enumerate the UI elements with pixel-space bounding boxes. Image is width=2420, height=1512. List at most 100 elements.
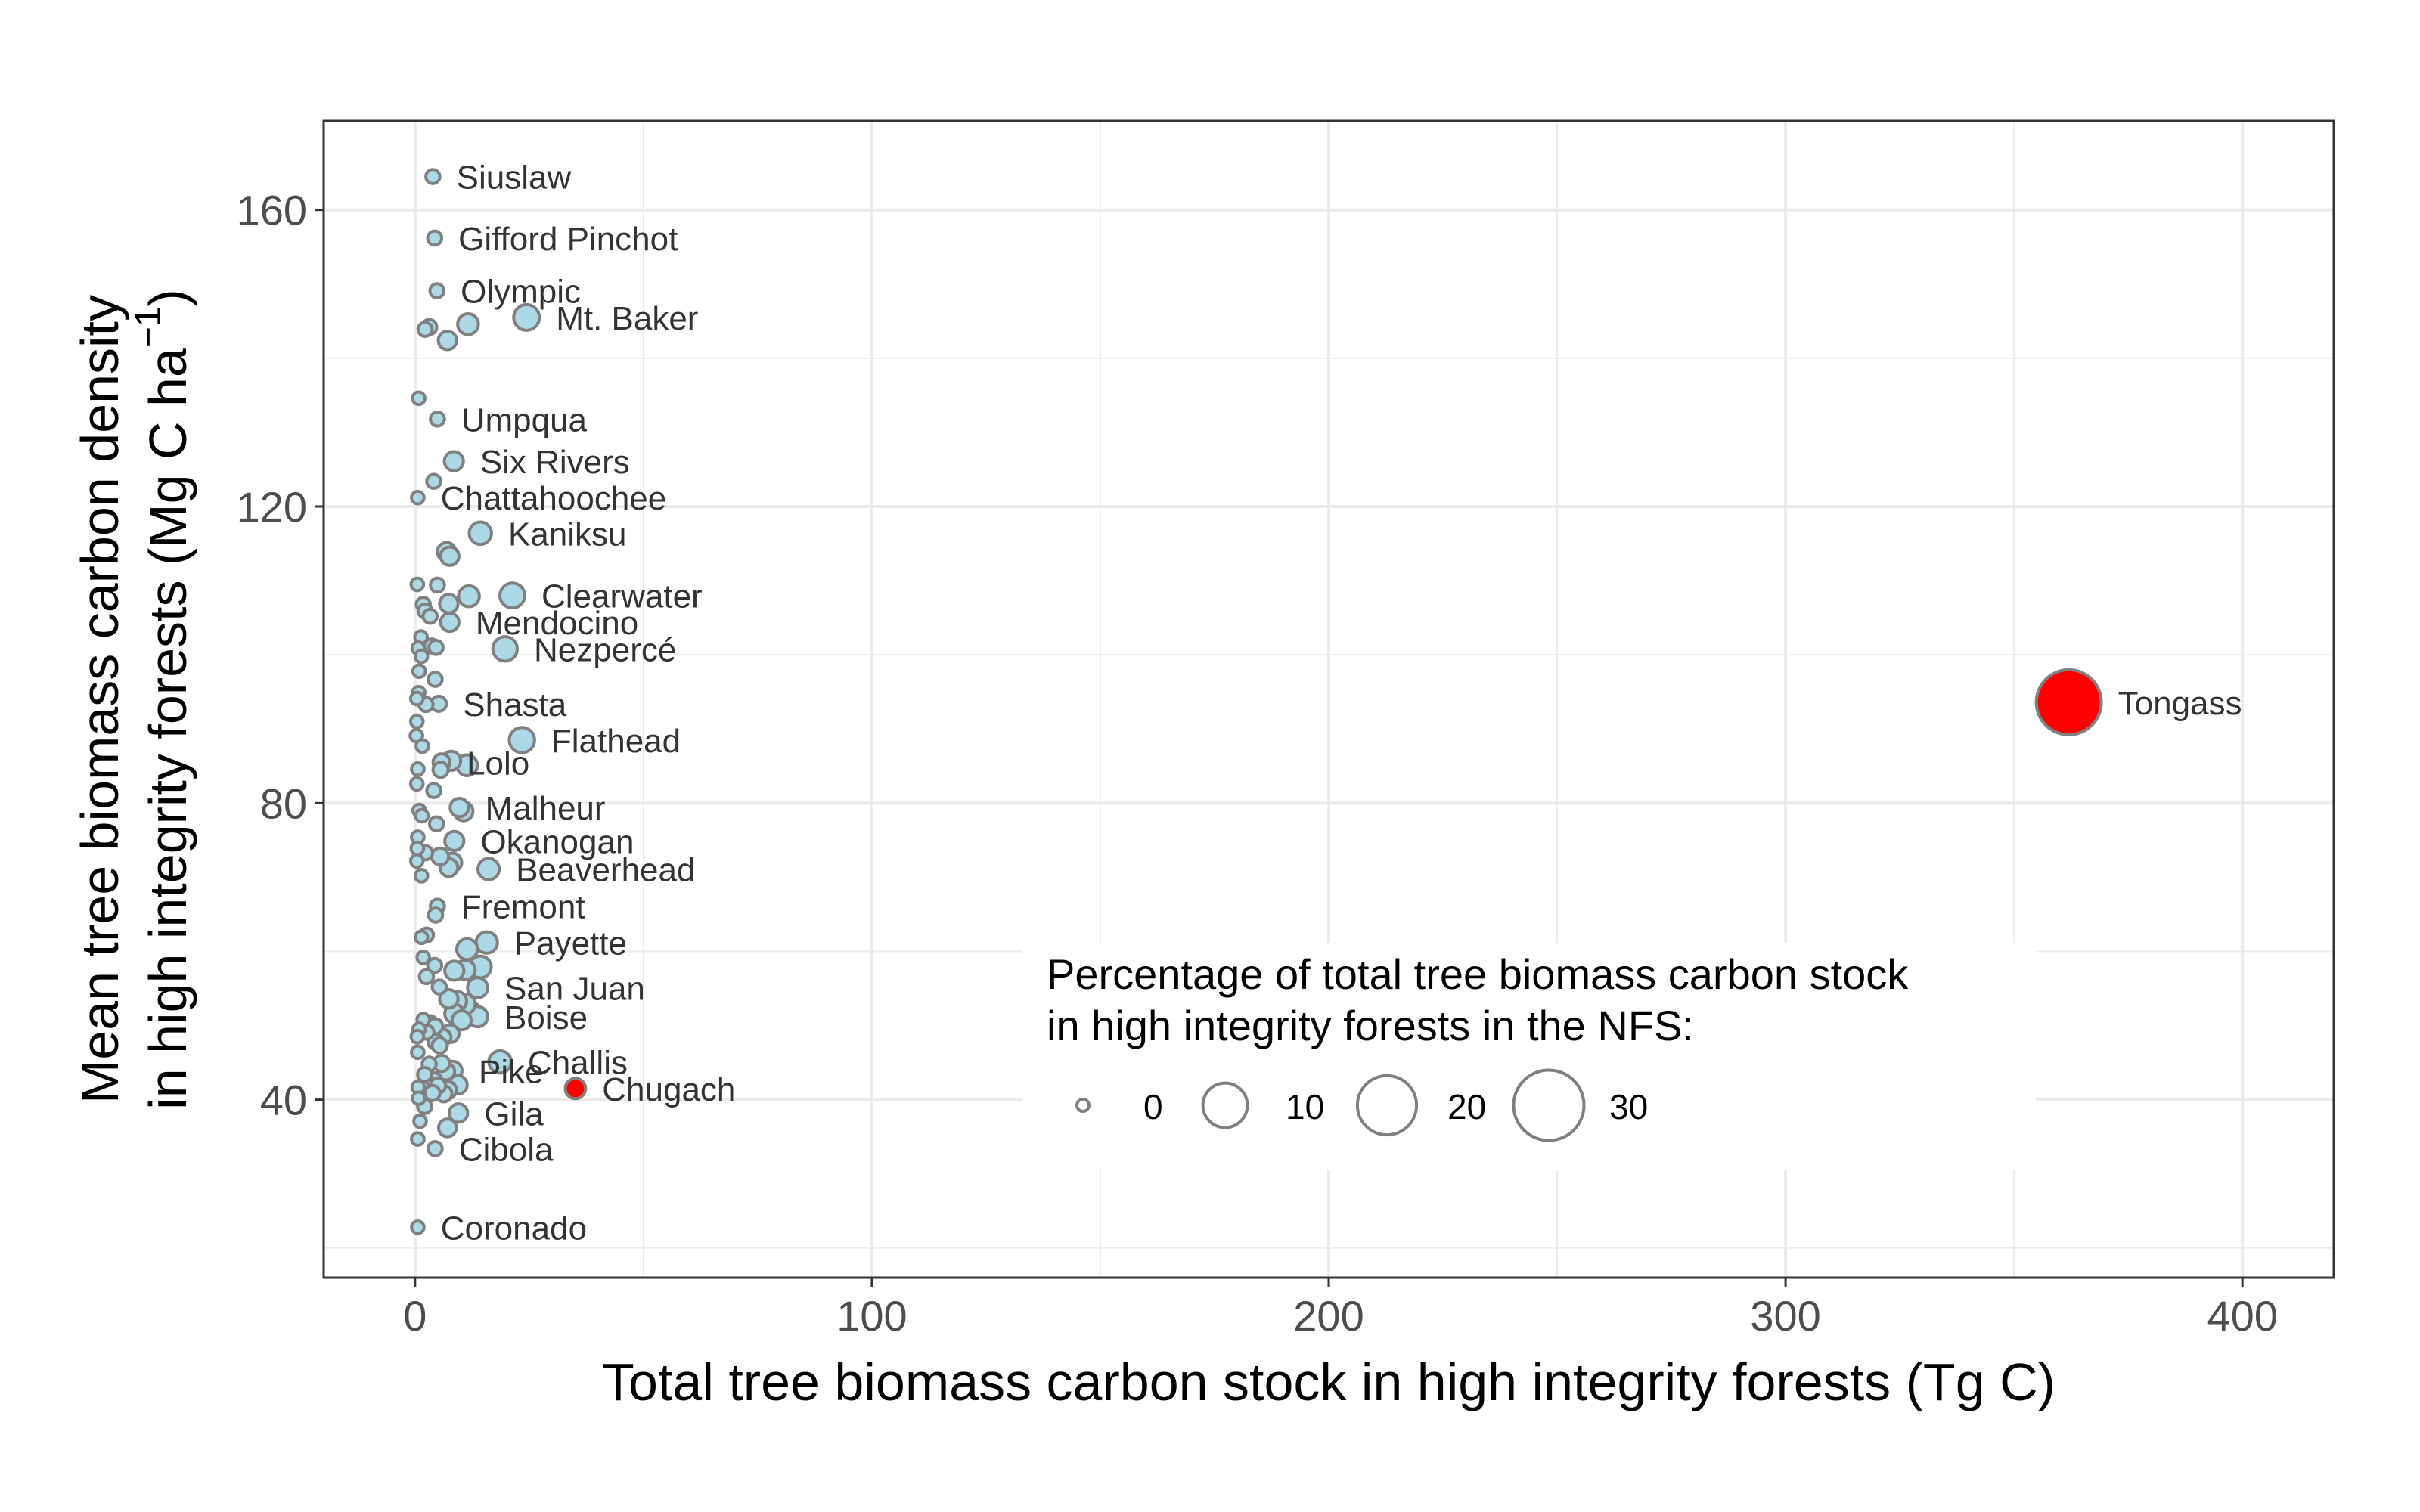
point-label-tongass: Tongass: [2118, 685, 2242, 722]
data-points: [408, 168, 2103, 1235]
point-label-chugach: Chugach: [602, 1071, 735, 1108]
data-point: [413, 648, 430, 665]
legend-key-20: [1355, 1074, 1419, 1137]
y-tick-label: 40: [260, 1077, 307, 1124]
point-flathead: [507, 726, 536, 754]
data-point: [443, 959, 466, 982]
point-label-flathead: Flathead: [551, 723, 681, 760]
data-point: [436, 330, 458, 352]
point-label-clearwater: Clearwater: [541, 578, 703, 615]
data-point: [413, 929, 430, 946]
point-coronado: [410, 1219, 426, 1235]
data-point: [430, 846, 451, 867]
point-challis: [487, 1049, 513, 1075]
data-point: [436, 1117, 458, 1139]
point-mendocino: [439, 611, 461, 634]
x-tick-label: 0: [403, 1292, 427, 1340]
data-point: [408, 690, 425, 707]
data-point: [427, 639, 445, 656]
point-malheur: [448, 797, 470, 819]
point-mt-baker: [512, 302, 541, 332]
data-point: [430, 978, 448, 996]
point-payette: [474, 930, 499, 955]
y-axis-title-line2: in high integrity forests (Mg C ha−1): [129, 289, 197, 1110]
point-beaverhead: [476, 857, 501, 881]
x-axis-ticks: 0 100 200 300 400: [403, 1278, 2278, 1340]
point-chattahoochee: [410, 489, 426, 506]
point-umpqua: [429, 410, 446, 428]
y-axis-ticks: 40 80 120 160: [237, 187, 324, 1124]
data-point: [450, 1009, 473, 1032]
point-label-siuslaw: Siuslaw: [457, 160, 572, 197]
legend-background: [1022, 943, 2036, 1170]
point-cibola: [427, 1140, 444, 1157]
data-point: [409, 576, 426, 593]
data-point: [411, 390, 427, 407]
size-legend: Percentage of total tree biomass carbon …: [1022, 943, 2036, 1170]
y-axis-title-superscript: −1: [129, 306, 169, 348]
data-point: [408, 714, 425, 730]
point-label-mt-baker: Mt. Baker: [556, 300, 698, 337]
y-tick-label: 80: [260, 779, 307, 827]
point-label-challis: Challis: [528, 1045, 628, 1082]
legend-label-10: 10: [1286, 1087, 1324, 1126]
legend-key-30: [1512, 1068, 1586, 1142]
point-label-olympic: Olympic: [461, 274, 581, 311]
data-point: [416, 321, 434, 338]
legend-title-line2: in high integrity forests in the NFS:: [1047, 1002, 1694, 1049]
legend-key-0: [1075, 1098, 1091, 1113]
data-point: [425, 782, 442, 799]
y-axis-title-close: ): [138, 289, 197, 306]
data-point: [411, 663, 427, 680]
point-gila: [448, 1102, 470, 1124]
point-six-rivers: [442, 450, 465, 472]
data-point: [410, 1044, 426, 1061]
data-point: [416, 1065, 433, 1083]
point-san-juan: [466, 976, 489, 999]
data-point: [430, 1036, 449, 1055]
data-point: [456, 311, 480, 336]
x-axis-title: Total tree biomass carbon stock in high …: [602, 1352, 2055, 1411]
point-chugach: [563, 1077, 588, 1101]
data-point: [409, 840, 426, 857]
data-point: [431, 761, 450, 779]
point-label-shasta: Shasta: [463, 686, 567, 723]
data-point: [427, 815, 445, 833]
point-label-payette: Payette: [514, 925, 627, 962]
data-point: [413, 868, 430, 884]
legend-key-10: [1201, 1081, 1249, 1129]
data-point: [423, 1083, 442, 1102]
point-label-umpqua: Umpqua: [461, 401, 588, 438]
legend-label-30: 30: [1609, 1087, 1648, 1126]
point-gifford-pinchot: [426, 229, 444, 247]
point-label-lolo: Lolo: [467, 745, 529, 782]
data-point: [411, 1090, 427, 1106]
data-point: [438, 988, 460, 1010]
point-label-beaverhead: Beaverhead: [516, 852, 695, 889]
point-tongass: [2034, 668, 2103, 736]
data-point: [415, 949, 432, 965]
data-point: [417, 968, 436, 986]
legend-title-line1: Percentage of total tree biomass carbon …: [1047, 950, 1909, 998]
y-axis-title: Mean tree biomass carbon density in high…: [70, 289, 197, 1110]
y-axis-title-line2-text: in high integrity forests (Mg C ha: [138, 348, 197, 1110]
point-label-gifford-pinchot: Gifford Pinchot: [458, 221, 678, 258]
point-label-kaniksu: Kaniksu: [508, 516, 627, 553]
data-point: [408, 776, 425, 792]
point-olympic: [428, 282, 446, 299]
data-point: [429, 576, 446, 594]
data-point: [455, 937, 479, 962]
point-siuslaw: [424, 168, 442, 185]
x-tick-label: 100: [836, 1292, 907, 1340]
point-label-boise: Boise: [504, 999, 588, 1036]
point-label-malheur: Malheur: [486, 790, 606, 827]
legend-label-0: 0: [1143, 1087, 1163, 1126]
point-label-fremont: Fremont: [461, 889, 585, 926]
point-label-cibola: Cibola: [459, 1131, 554, 1168]
point-label-nezperc-: Nezpercé: [534, 631, 676, 668]
point-nezperc-: [491, 635, 520, 663]
point-label-coronado: Coronado: [441, 1210, 587, 1247]
data-point: [412, 1113, 428, 1129]
